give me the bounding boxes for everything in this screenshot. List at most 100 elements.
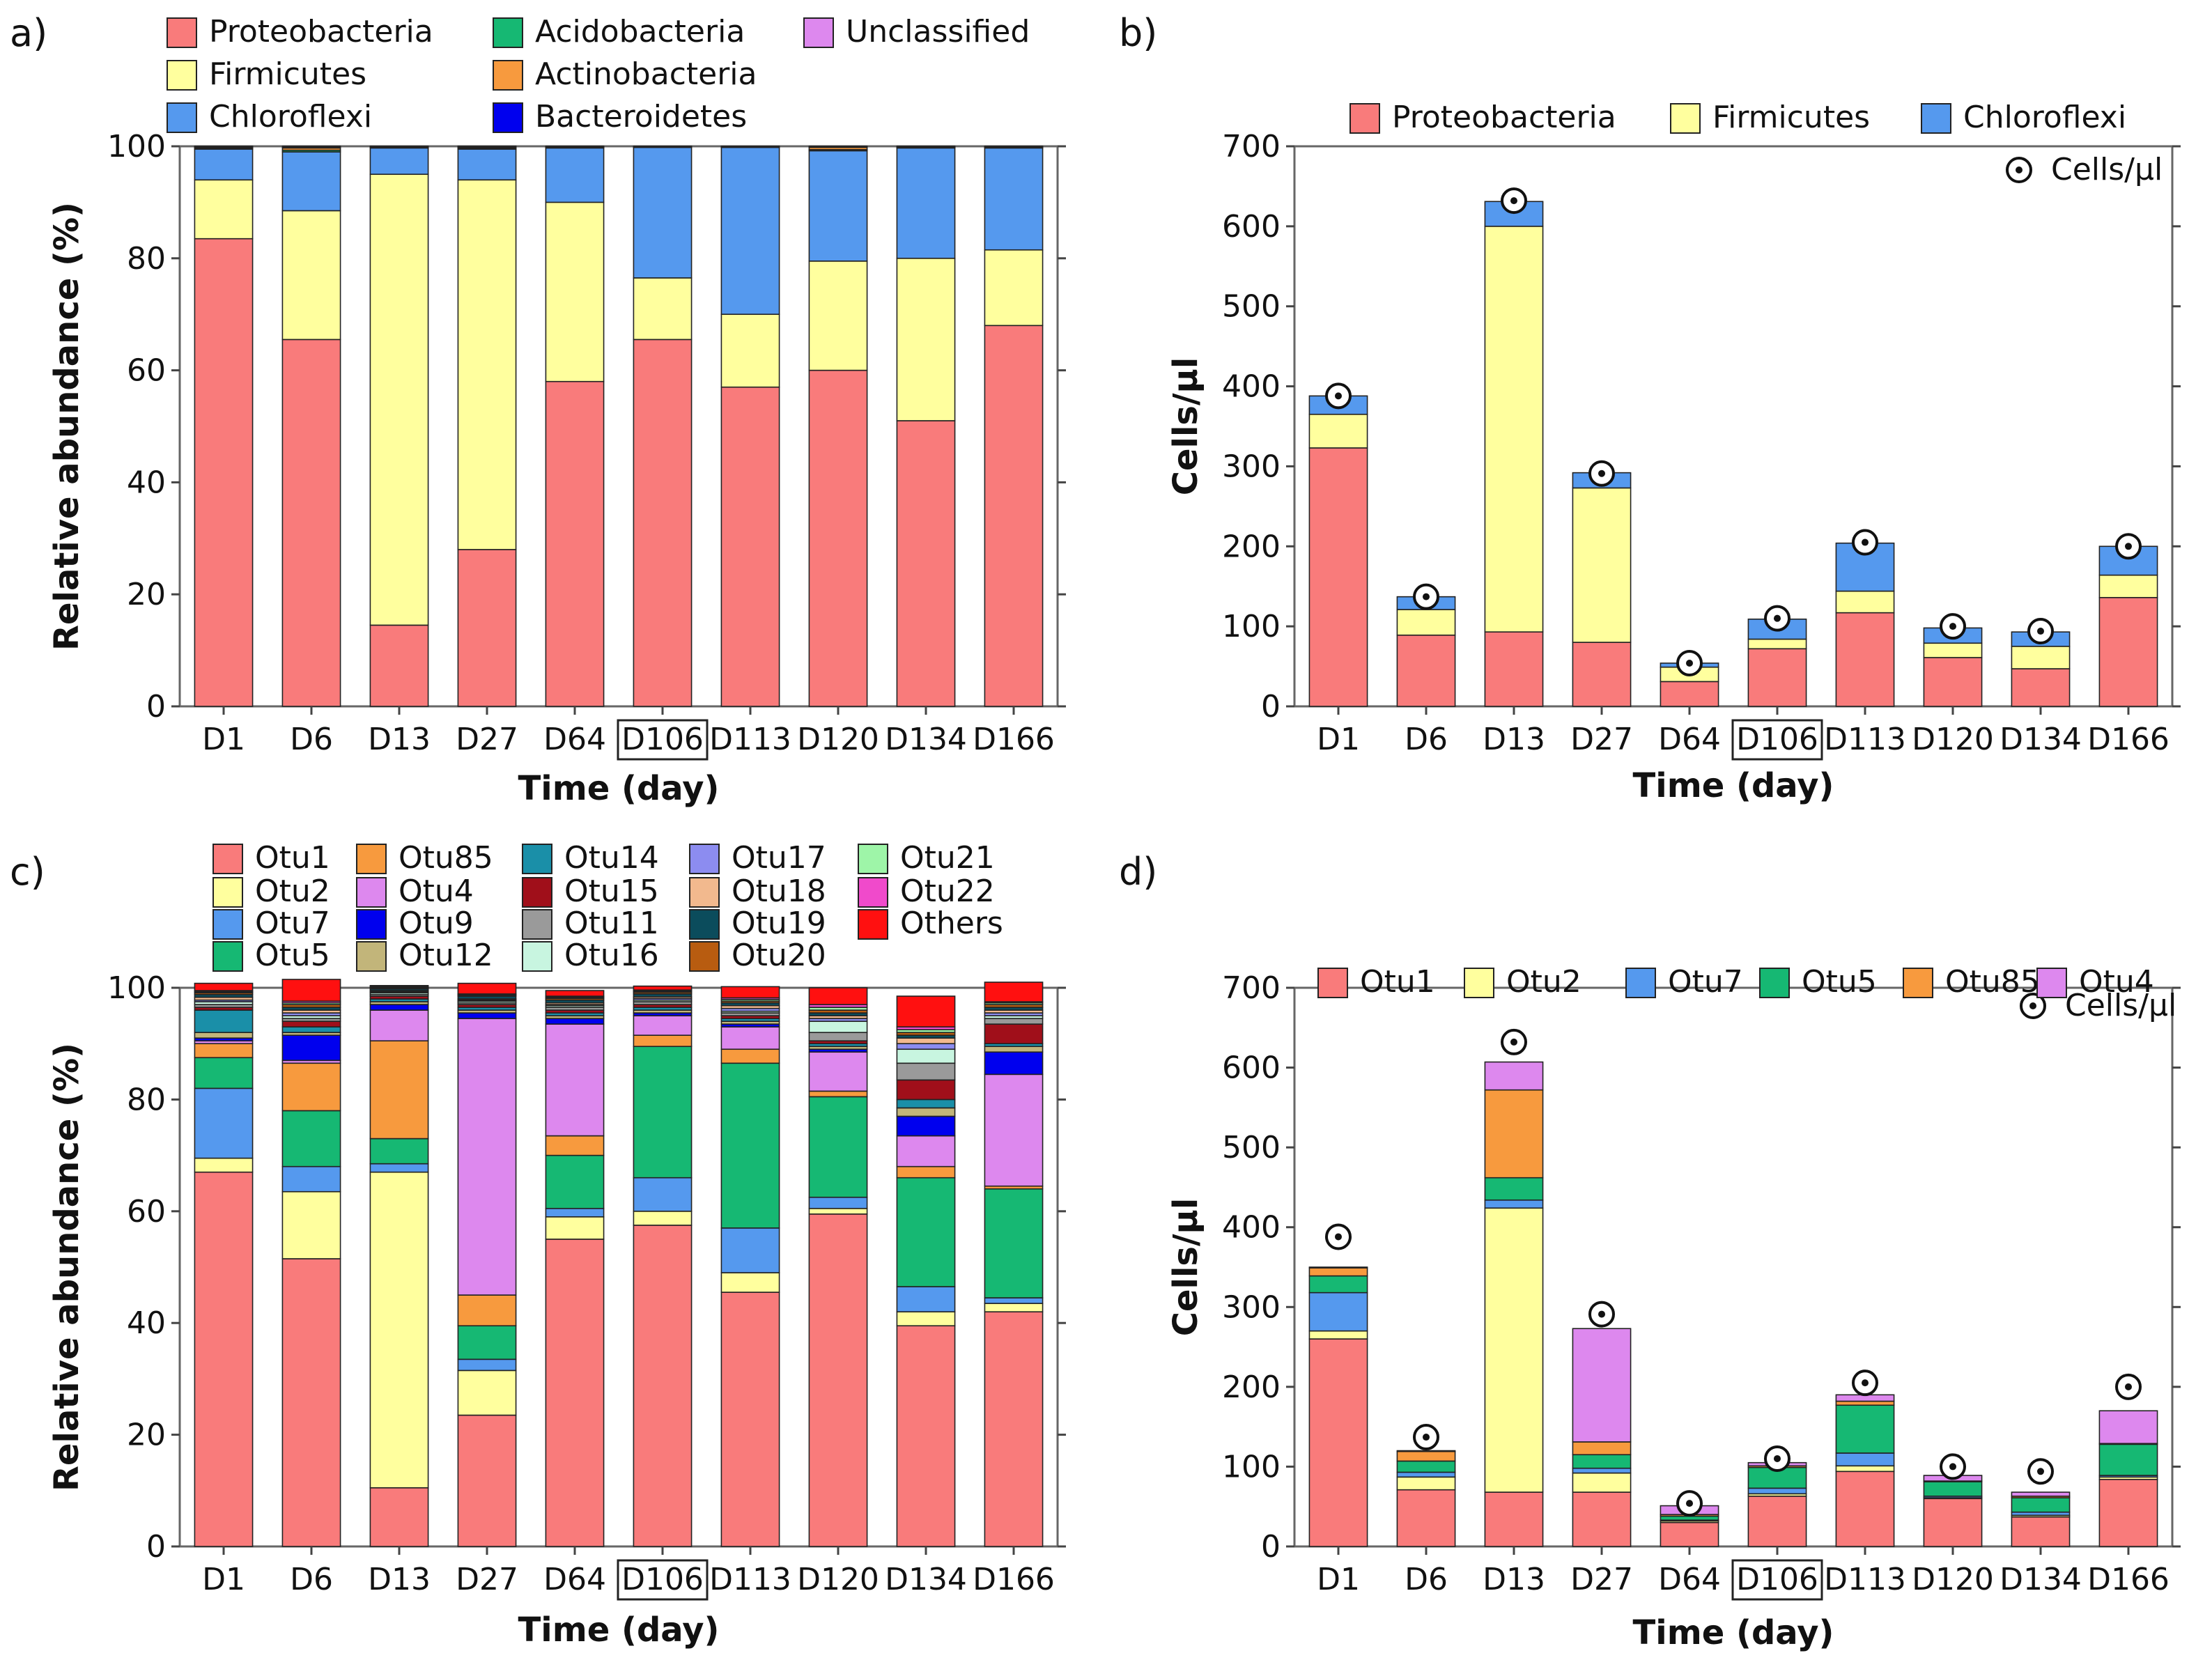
bar-segment-firmicutes: [984, 249, 1044, 327]
x-tick-label-d166: D166: [2087, 722, 2170, 757]
x-tick-label-d13: D13: [1483, 1562, 1545, 1597]
bar-segment-chloroflexi: [457, 148, 517, 181]
bar-segment-otu4: [633, 1015, 693, 1036]
y-tick-label: 300: [1222, 449, 1281, 484]
legend-swatch: [356, 877, 387, 908]
x-tick-label-d166: D166: [2087, 1562, 2170, 1597]
bar-segment-otu7: [281, 1165, 341, 1193]
bar-segment-otu2: [369, 1171, 429, 1489]
y-tick-label: 500: [1222, 289, 1281, 325]
cells-marker-dot: [1774, 1455, 1781, 1462]
x-tick-label-d120: D120: [797, 1562, 879, 1597]
legend-item-otu21: Otu21: [858, 840, 995, 876]
cells-marker-dot: [1862, 1379, 1869, 1387]
bar-segment-proteobacteria: [1484, 631, 1544, 707]
y-tick-label: 700: [1222, 970, 1281, 1006]
y-tick-label: 100: [107, 129, 166, 164]
cells-marker-dot: [2125, 1383, 2132, 1390]
x-tick-label-d113: D113: [709, 1562, 791, 1597]
cells-marker-dot: [1686, 1500, 1693, 1507]
y-tick-label: 100: [1222, 1449, 1281, 1484]
bar-segment-otu17: [896, 1043, 956, 1050]
bar-segment-otu2: [1396, 1476, 1456, 1491]
legend-label: Proteobacteria: [1392, 100, 1616, 135]
bar-d13: [1484, 201, 1544, 707]
x-tick-label-d106: D106: [621, 722, 704, 757]
legend-swatch: [1903, 968, 1933, 998]
x-tick-label-d134: D134: [885, 722, 967, 757]
bar-segment-proteobacteria: [1396, 634, 1456, 707]
bar-segment-otu1: [1835, 1471, 1895, 1547]
bar-segment-others: [896, 995, 956, 1027]
legend-label: Proteobacteria: [209, 14, 433, 49]
bar-segment-firmicutes: [2098, 574, 2158, 598]
x-axis-title: Time (day): [1633, 1613, 1834, 1652]
bar-segment-otu2: [281, 1190, 341, 1259]
bar-d1: [1308, 395, 1368, 707]
bar-segment-otu4: [808, 1051, 868, 1092]
legend-label: Otu15: [564, 874, 659, 909]
highlight-box: [1731, 1559, 1823, 1601]
x-tick-label-d6: D6: [290, 1562, 333, 1597]
bar-segment-otu5: [2011, 1497, 2071, 1513]
bar-segment-otu1: [194, 1171, 254, 1547]
bar-segment-otu14: [896, 1099, 956, 1109]
bar-segment-otu5: [1396, 1460, 1456, 1473]
y-tick-label: 20: [127, 1418, 166, 1453]
x-axis-title: Time (day): [1633, 766, 1834, 805]
legend-item-unclassified: Unclassified: [803, 14, 1030, 49]
y-tick-label: 700: [1222, 129, 1281, 164]
bar-segment-otu15: [984, 1023, 1044, 1045]
bar-segment-otu7: [984, 1297, 1044, 1304]
legend-label: Otu22: [900, 874, 995, 909]
legend-item-firmicutes: Firmicutes: [1670, 100, 1870, 135]
cells-marker-dot: [1598, 470, 1605, 477]
bar-segment-firmicutes: [369, 173, 429, 626]
legend-label: Unclassified: [846, 14, 1030, 49]
bar-segment-firmicutes: [720, 313, 780, 388]
y-tick-label: 0: [1261, 689, 1281, 724]
highlight-box: [617, 1559, 709, 1601]
bar-segment-proteobacteria: [281, 339, 341, 707]
bar-segment-otu5: [2098, 1443, 2158, 1476]
legend-item-otu85: Otu85: [1903, 964, 2040, 1000]
y-tick-label: 200: [1222, 1370, 1281, 1405]
panel-d: d) 0 100 200 300 400 500 600 700 D1 D6 D13 D27 D64 D10…: [1119, 850, 2181, 1652]
bar-segment-otu5: [1308, 1275, 1368, 1294]
legend-item-otu11: Otu11: [522, 906, 659, 941]
bar-segment-otu85: [545, 1135, 605, 1156]
bar-d106: [1747, 619, 1807, 707]
bar-segment-otu85: [1396, 1450, 1456, 1462]
bar-segment-otu12: [896, 1107, 956, 1117]
legend-item-actinobacteria: Actinobacteria: [493, 56, 757, 92]
bar-d6: [1396, 1450, 1456, 1547]
legend-swatch: [493, 17, 523, 48]
bar-segment-chloroflexi: [545, 147, 605, 203]
y-tick-label: 100: [1222, 609, 1281, 644]
bar-d166: [984, 146, 1044, 707]
legend-label: Otu7: [255, 906, 330, 941]
bar-segment-otu85: [369, 1040, 429, 1140]
legend-item-otu22: Otu22: [858, 874, 995, 909]
highlight-box: [617, 719, 709, 761]
legend-item-otu85: Otu85: [356, 840, 493, 876]
bar-segment-proteobacteria: [2011, 668, 2071, 707]
bar-segment-otu7: [1747, 1487, 1807, 1495]
legend-label: Otu4: [2079, 964, 2154, 1000]
x-tick-label-d64: D64: [543, 1562, 606, 1597]
legend-item-otu4: Otu4: [2036, 964, 2154, 1000]
x-tick-label-d120: D120: [1912, 722, 1994, 757]
bar-d166: [2098, 1410, 2158, 1547]
bar-segment-otu5: [720, 1062, 780, 1229]
y-tick-label: 500: [1222, 1130, 1281, 1165]
bar-segment-otu1: [633, 1225, 693, 1547]
cells-marker-dot: [1949, 623, 1956, 630]
legend-label: Others: [900, 906, 1003, 941]
bar-segment-otu5: [633, 1046, 693, 1179]
legend-item-otu20: Otu20: [689, 938, 826, 973]
legend-label: Acidobacteria: [535, 14, 745, 49]
bar-segment-otu1: [1572, 1491, 1632, 1547]
bar-segment-proteobacteria: [896, 420, 956, 707]
x-tick-label-d13: D13: [1483, 722, 1545, 757]
bar-d1: [194, 146, 254, 707]
